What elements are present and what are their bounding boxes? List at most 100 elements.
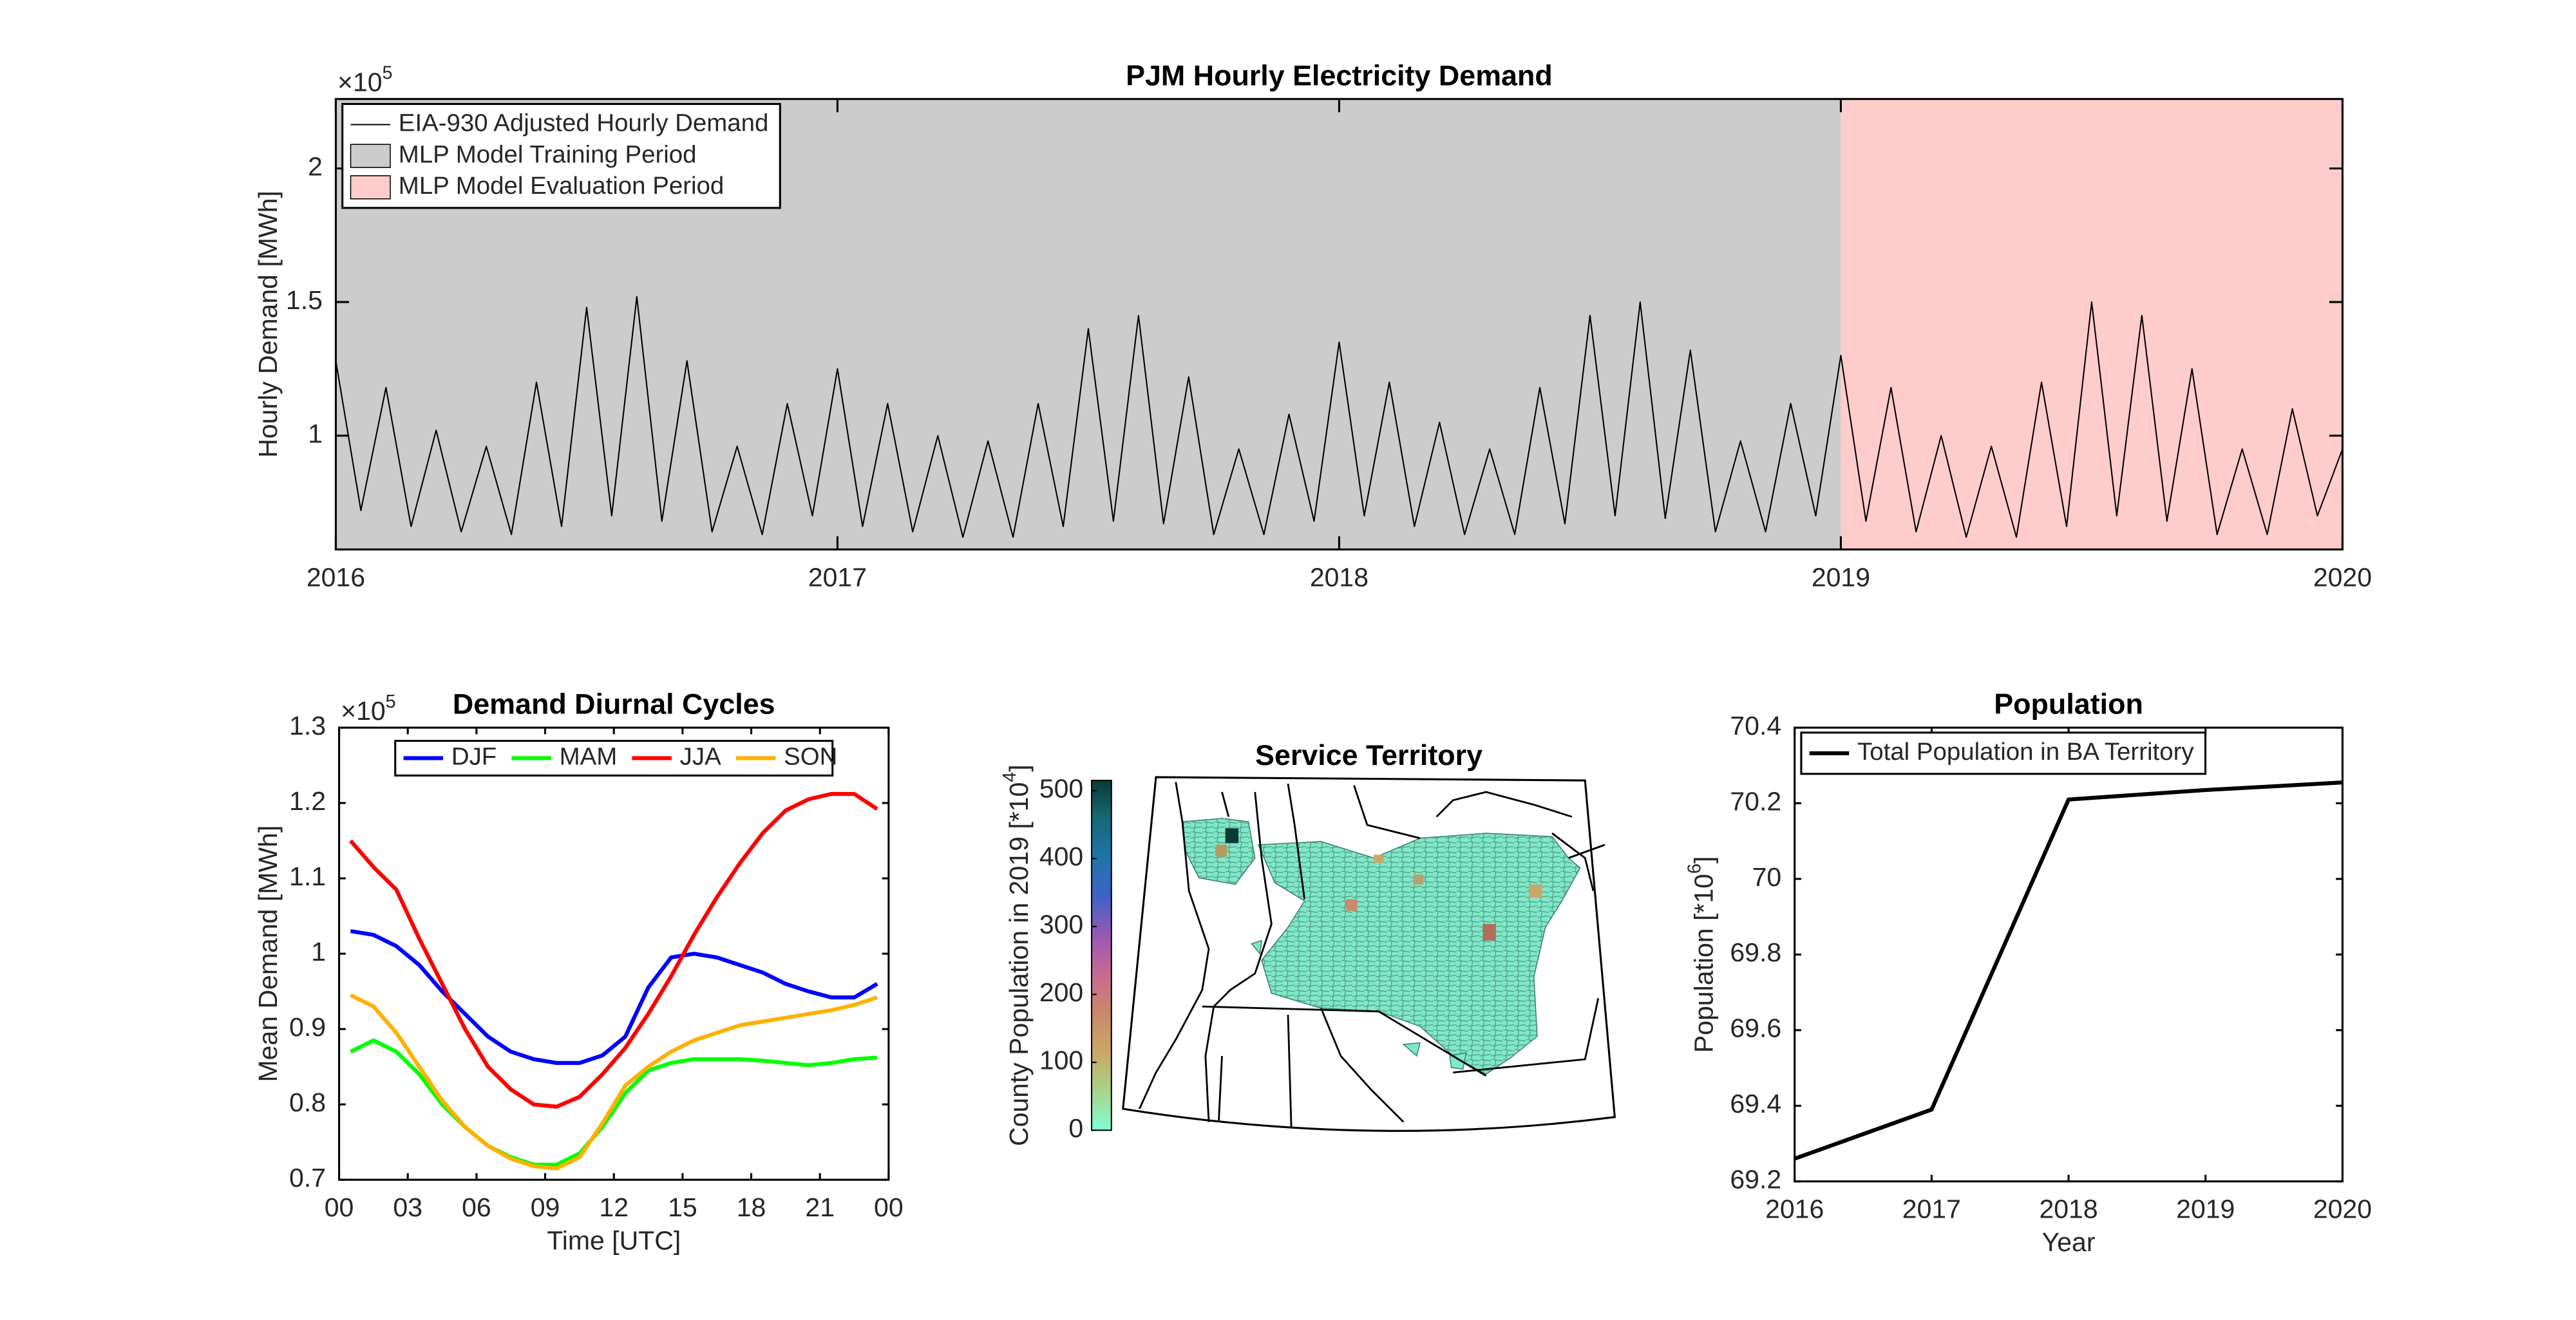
- y-tick-label: 1.2: [289, 786, 326, 816]
- map: [1122, 776, 1616, 1132]
- x-axis-label: Time [UTC]: [547, 1225, 681, 1255]
- label-part: Mean Demand [MWh]: [253, 825, 283, 1082]
- x-tick-label: 2020: [2313, 562, 2372, 592]
- legend-box: [1800, 731, 2207, 775]
- x-tick-label: 21: [805, 1193, 835, 1222]
- legend-label: MLP Model Evaluation Period: [399, 172, 724, 200]
- y-tick-label: 69.4: [1730, 1089, 1781, 1118]
- legend: EIA-930 Adjusted Hourly Demand MLP Model …: [341, 102, 781, 209]
- x-tick-label: 2019: [1812, 562, 1870, 592]
- colorbar-tick-label: 100: [1039, 1046, 1083, 1075]
- legend-box: [341, 102, 781, 209]
- y-tick-label: 1: [308, 419, 323, 448]
- label-part: County Population in 2019 [*10: [1004, 782, 1034, 1146]
- shaded-region: [1841, 99, 2343, 550]
- county-hotspot: [1374, 854, 1384, 863]
- data-line: [335, 296, 2344, 538]
- x-tick-label: 2018: [1310, 562, 1368, 592]
- x-tick-label: 15: [668, 1193, 697, 1222]
- superscript: 6: [1684, 863, 1705, 874]
- y-axis-label: Population [*106]: [1684, 856, 1718, 1053]
- x-tick-label: 2017: [1902, 1194, 1961, 1224]
- y-tick-label: 69.2: [1730, 1165, 1781, 1194]
- y-tick-label: 0.9: [289, 1012, 326, 1042]
- colorbar-tick-label: 0: [1068, 1113, 1083, 1143]
- chart-title: Service Territory: [1255, 739, 1482, 771]
- y-axis-label: Mean Demand [MWh]: [253, 825, 283, 1082]
- data-line: [1794, 780, 2343, 1161]
- y-tick-label: 69.6: [1730, 1014, 1781, 1043]
- superscript: 5: [383, 62, 393, 83]
- legend-label: DJF: [451, 743, 497, 771]
- x-axis-label: Year: [2042, 1227, 2096, 1257]
- y-tick-label: 1.1: [289, 862, 326, 891]
- y-tick-label: 2: [308, 151, 323, 181]
- data-line: [350, 929, 878, 1065]
- axis-multiplier: ×105: [341, 692, 396, 726]
- legend: Total Population in BA Territory: [1800, 731, 2207, 775]
- label-part: Population [*10: [1689, 874, 1718, 1053]
- x-tick-label: 12: [599, 1193, 629, 1222]
- x-tick-label: 00: [325, 1193, 354, 1222]
- chart-title: Population: [1994, 688, 2143, 721]
- y-tick-label: 70: [1752, 862, 1782, 892]
- county-hotspot: [1225, 828, 1239, 844]
- data-line: [349, 993, 878, 1171]
- legend-swatch: [350, 175, 391, 200]
- x-tick-label: 2018: [2039, 1194, 2098, 1224]
- axis-multiplier: ×105: [337, 62, 393, 97]
- colorbar-tick-label: 200: [1039, 977, 1083, 1007]
- county-hotspot: [1413, 874, 1424, 885]
- chart-title: PJM Hourly Electricity Demand: [1126, 59, 1553, 91]
- colorbar-label: County Population in 2019 [*104]: [999, 764, 1033, 1146]
- y-tick-label: 69.8: [1730, 938, 1781, 967]
- territory: [1251, 939, 1467, 1070]
- legend-label: MAM: [560, 743, 618, 771]
- x-tick-label: 2017: [808, 562, 867, 592]
- label-part: ×10: [337, 68, 383, 97]
- colorbar: [1091, 780, 1112, 1131]
- x-tick-label: 2019: [2176, 1194, 2235, 1224]
- y-tick-label: 0.7: [289, 1163, 326, 1193]
- label-part: ]: [1689, 856, 1718, 863]
- label-part: ]: [1004, 764, 1034, 771]
- x-tick-label: 18: [737, 1193, 766, 1222]
- x-tick-label: 09: [531, 1193, 560, 1222]
- y-tick-label: 1.3: [289, 711, 326, 740]
- label-part: ×10: [341, 696, 386, 726]
- x-tick-label: 2020: [2313, 1194, 2372, 1224]
- label-part: Hourly Demand [MWh]: [253, 191, 283, 458]
- data-line: [349, 1038, 878, 1167]
- state-borders: [1139, 782, 1605, 1127]
- legend-label: JJA: [680, 743, 721, 771]
- y-tick-label: 1.5: [286, 285, 323, 315]
- territory: [1257, 833, 1581, 1075]
- superscript: 5: [386, 692, 396, 712]
- y-tick-label: 70.4: [1730, 711, 1781, 740]
- chart-title: Demand Diurnal Cycles: [453, 688, 775, 721]
- colorbar-tick-label: 300: [1039, 910, 1083, 939]
- x-tick-label: 00: [874, 1193, 904, 1222]
- superscript: 4: [999, 772, 1019, 782]
- y-axis-label: Hourly Demand [MWh]: [253, 191, 283, 458]
- x-tick-label: 03: [393, 1193, 422, 1222]
- x-tick-label: 2016: [1765, 1194, 1824, 1224]
- colorbar-tick-label: 400: [1039, 842, 1083, 871]
- county-hotspot: [1529, 884, 1542, 898]
- county-hotspot: [1215, 845, 1227, 856]
- y-tick-label: 70.2: [1730, 786, 1781, 816]
- legend-label: SON: [784, 743, 837, 771]
- axes-box: [1794, 726, 2344, 1183]
- legend-label: EIA-930 Adjusted Hourly Demand: [399, 109, 769, 137]
- legend-label: Total Population in BA Territory: [1857, 738, 2194, 766]
- colorbar-tick-label: 500: [1039, 774, 1083, 804]
- legend: DJF MAM JJA SON: [394, 740, 837, 777]
- data-line: [349, 791, 878, 1109]
- legend-swatch: [350, 144, 391, 168]
- y-tick-label: 0.8: [289, 1088, 326, 1117]
- legend-label: MLP Model Training Period: [399, 140, 697, 168]
- county-hotspot: [1345, 899, 1358, 911]
- x-tick-label: 06: [462, 1193, 491, 1222]
